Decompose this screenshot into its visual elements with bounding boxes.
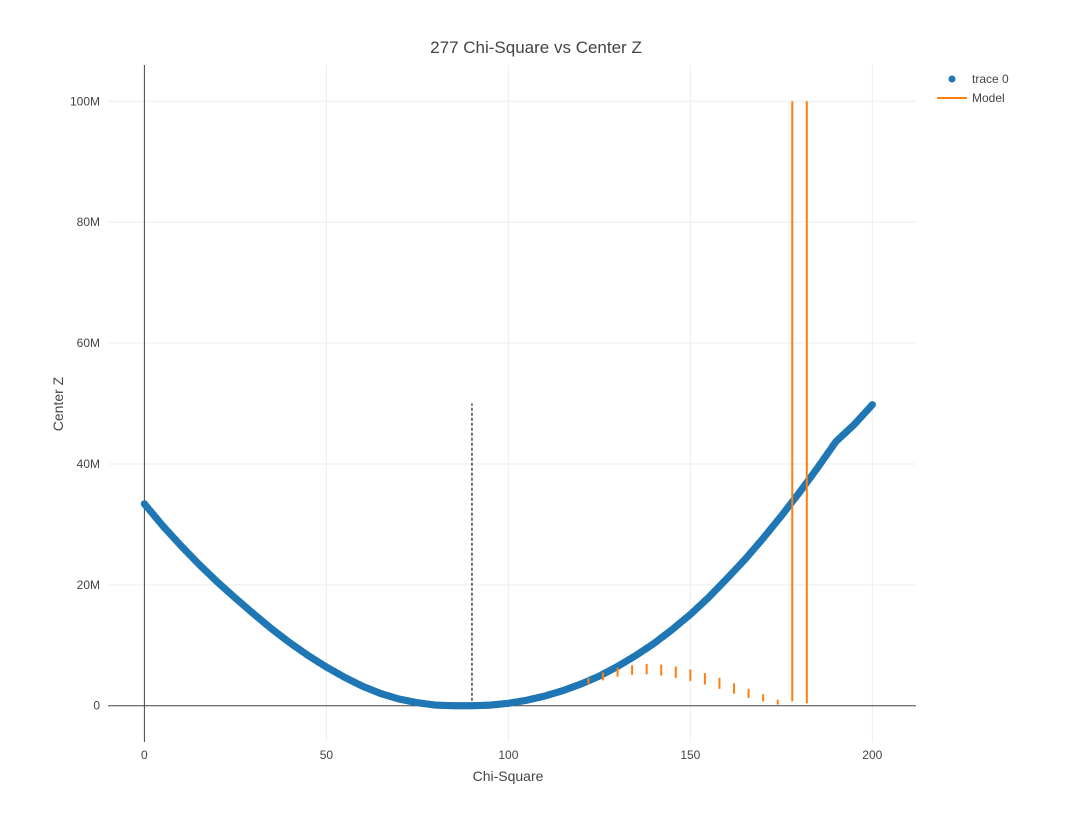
y-tick-label: 100M — [70, 94, 100, 108]
legend[interactable]: trace 0 Model — [937, 72, 1009, 105]
y-tick-label: 80M — [77, 215, 100, 229]
trace-0-points[interactable] — [140, 401, 876, 710]
x-tick-label: 50 — [320, 748, 334, 762]
legend-label-model: Model — [972, 91, 1005, 105]
gridlines — [108, 65, 916, 742]
trace-0-point[interactable] — [868, 401, 876, 409]
y-tick-label: 0 — [93, 699, 100, 713]
y-axis-title: Center Z — [50, 376, 66, 431]
legend-item-trace-0[interactable]: trace 0 — [948, 72, 1010, 86]
model-lines[interactable] — [587, 101, 808, 705]
x-tick-labels: 0 50 100 150 200 — [141, 748, 883, 762]
y-tick-labels: 0 20M 40M 60M 80M 100M — [70, 94, 100, 712]
x-tick-label: 100 — [498, 748, 518, 762]
y-tick-label: 40M — [77, 457, 100, 471]
y-tick-label: 20M — [77, 578, 100, 592]
x-tick-label: 150 — [680, 748, 700, 762]
x-tick-label: 0 — [141, 748, 148, 762]
legend-marker-trace-0 — [948, 75, 956, 83]
x-axis-title: Chi-Square — [473, 768, 544, 784]
axes — [108, 65, 916, 742]
chart-title: 277 Chi-Square vs Center Z — [430, 38, 642, 57]
legend-item-model[interactable]: Model — [937, 91, 1005, 105]
y-tick-label: 60M — [77, 336, 100, 350]
x-tick-label: 200 — [862, 748, 882, 762]
legend-label-trace-0: trace 0 — [972, 72, 1009, 86]
